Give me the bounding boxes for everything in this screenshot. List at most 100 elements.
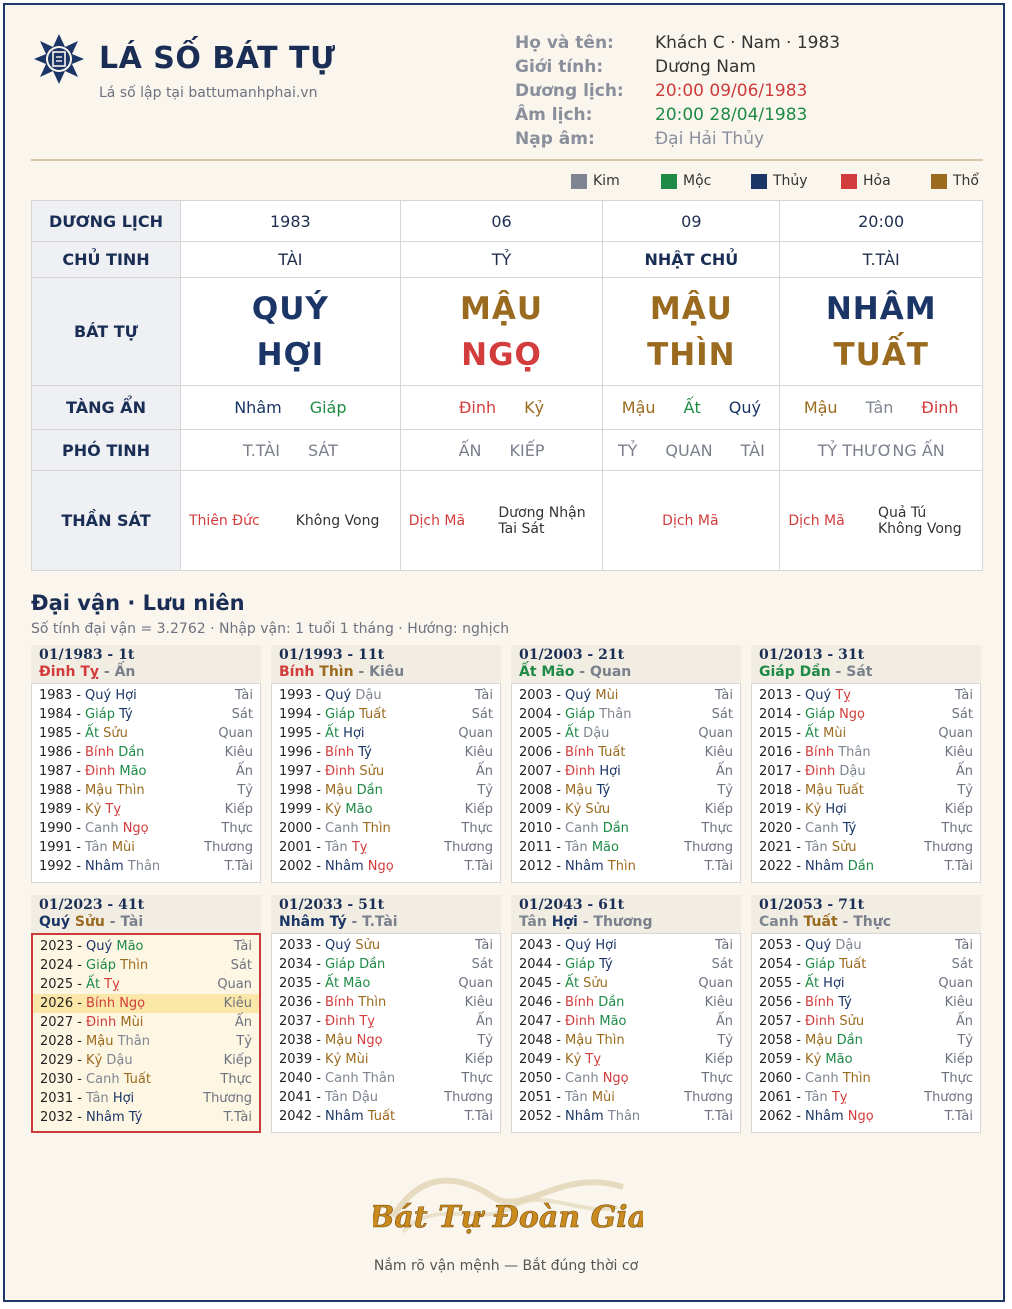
year-row: 1985 - Ất Sửu Quan — [32, 724, 260, 743]
year-stem: Giáp — [565, 707, 595, 722]
year-god: Tài — [954, 938, 973, 953]
label-bat-tu: BÁT TỰ — [31, 277, 181, 386]
year-stem: Canh — [805, 1071, 839, 1086]
pho-tinh-cell: TỶ THƯƠNG ẤN — [779, 429, 983, 471]
dai-van-god: - Tài — [104, 914, 144, 930]
year-stem: Giáp — [85, 707, 115, 722]
year-god: Kiêu — [464, 995, 493, 1010]
legend-swatch — [571, 173, 587, 189]
year-god: Kiêu — [464, 745, 493, 760]
dai-van-card: 01/2013 - 31t Giáp Dần - Sát 2013 - Quý Tỵ… — [751, 645, 981, 885]
year-god: Thương — [444, 1090, 493, 1105]
year-label: 1986 - Bính Dần — [39, 745, 144, 760]
year-stem: Ất — [85, 726, 100, 741]
year-number: 2003 - — [519, 688, 566, 703]
year-branch: Dậu — [102, 1053, 133, 1068]
year-stem: Ất — [565, 976, 580, 991]
year-row: 2007 - Đinh Hợi Ấn — [512, 762, 740, 781]
dai-van-pillar: Bính Thìn - Kiêu — [279, 664, 493, 681]
year-stem: Tân — [565, 1090, 588, 1105]
than-sat-list: Dịch Mã Quả Tú Không Vong — [780, 505, 982, 537]
year-number: 2007 - — [519, 764, 566, 779]
pho-tinh-list: ẤN KIẾP — [401, 441, 603, 460]
year-row: 2046 - Bính Dần Kiêu — [512, 993, 740, 1012]
year-god: Kiếp — [704, 1052, 733, 1067]
year-row: 1998 - Mậu Dần Tỷ — [272, 781, 500, 800]
year-god: Tỷ — [477, 783, 493, 798]
year-stem: Quý — [325, 938, 352, 953]
year-branch: Sửu — [579, 976, 608, 991]
dai-van-period: 01/1993 - 11t — [279, 647, 385, 663]
year-god: Ấn — [715, 1014, 733, 1029]
year-label: 1987 - Đinh Mão — [39, 764, 147, 779]
year-row: 1994 - Giáp Tuất Sát — [272, 705, 500, 724]
row-than-sat: THẦN SÁT Thiên Đức Không Vong Dịch Mã Dương… — [31, 470, 983, 571]
bat-tu-pillar: NHÂM TUẤT — [779, 277, 983, 386]
year-row: 2000 - Canh Thìn Thực — [272, 819, 500, 838]
year-row: 2058 - Mậu Dần Tỷ — [752, 1031, 980, 1050]
year-row: 2033 - Quý Sửu Tài — [272, 936, 500, 955]
year-stem: Mậu — [565, 783, 593, 798]
year-branch: Tuất — [119, 1072, 151, 1087]
year-row: 2035 - Ất Mão Quan — [272, 974, 500, 993]
than-sat-left: Dịch Mã — [408, 512, 466, 529]
info-row: Âm lịch: 20:00 28/04/1983 — [515, 105, 840, 129]
pho-tinh-list: TỶ THƯƠNG ẤN — [780, 441, 982, 460]
year-god: T.Tài — [464, 859, 493, 874]
year-god: T.Tài — [704, 1109, 733, 1124]
dai-van-years: 2053 - Quý Dậu Tài 2054 - Giáp Tuất Sát 2055… — [751, 933, 981, 1133]
year-row: 2012 - Nhâm Thìn T.Tài — [512, 857, 740, 876]
pho-tinh-cell: ẤN KIẾP — [399, 429, 604, 471]
page: LÁ SỐ BÁT TỰ Lá số lập tại battumanhphai… — [3, 3, 1005, 1302]
year-stem: Kỷ — [565, 1052, 582, 1067]
year-stem: Mậu — [805, 1033, 833, 1048]
year-stem: Bính — [805, 995, 835, 1010]
dai-van-period: 01/2013 - 31t — [759, 647, 865, 663]
year-branch: Dần — [843, 859, 874, 874]
year-number: 2062 - — [759, 1109, 806, 1124]
legend-item-hỏa: Hỏa — [841, 173, 891, 189]
year-row: 2011 - Tân Mão Thương — [512, 838, 740, 857]
label-than-sat: THẦN SÁT — [31, 470, 181, 571]
year-stem: Bính — [325, 745, 355, 760]
year-god: Thực — [701, 821, 733, 836]
year-god: Sát — [711, 957, 733, 972]
year-number: 2046 - — [519, 995, 566, 1010]
year-row: 1984 - Giáp Tý Sát — [32, 705, 260, 724]
year-label: 2053 - Quý Dậu — [759, 938, 862, 953]
info-key: Giới tính: — [515, 57, 604, 77]
legend-item-thủy: Thủy — [751, 173, 808, 189]
chu-tinh-hour: T.TÀI — [779, 241, 983, 278]
year-number: 2013 - — [759, 688, 806, 703]
than-sat-cell: Dịch Mã Quả Tú Không Vong — [779, 470, 983, 571]
year-label: 2010 - Canh Dần — [519, 821, 629, 836]
dai-van-card: 01/2033 - 51t Nhâm Tý - T.Tài 2033 - Quý S… — [271, 895, 501, 1135]
year-branch: Mão — [821, 1052, 853, 1067]
dai-van-years: 1983 - Quý Hợi Tài 1984 - Giáp Tý Sát 1985 -… — [31, 683, 261, 883]
legend-label: Hỏa — [863, 173, 891, 189]
year-label: 2009 - Kỷ Sửu — [519, 802, 610, 817]
row-duong-lich: DƯƠNG LỊCH 1983 06 09 20:00 — [31, 200, 983, 242]
year-row: 2019 - Kỷ Hợi Kiếp — [752, 800, 980, 819]
dai-van-period: 01/2023 - 41t — [39, 897, 145, 913]
year-god: Kiêu — [704, 995, 733, 1010]
year-label: 1990 - Canh Ngọ — [39, 821, 149, 836]
year-stem: Tân — [325, 840, 348, 855]
year-label: 2027 - Đinh Mùi — [40, 1015, 143, 1030]
year-number: 2022 - — [759, 859, 806, 874]
year-god: Ấn — [955, 764, 973, 779]
year-number: 2048 - — [519, 1033, 566, 1048]
year-branch: Mùi — [341, 1052, 369, 1067]
pillar-chi: HỢI — [256, 336, 325, 373]
info-key: Âm lịch: — [515, 105, 593, 125]
info-value: Khách C · Nam · 1983 — [655, 33, 841, 53]
year-number: 2037 - — [279, 1014, 326, 1029]
year-number: 1983 - — [39, 688, 86, 703]
year-label: 1991 - Tân Mùi — [39, 840, 135, 855]
year-branch: Hợi — [339, 726, 365, 741]
than-sat-right: Không Vong — [295, 512, 380, 529]
year-number: 2016 - — [759, 745, 806, 760]
year-stem: Quý — [325, 688, 352, 703]
year-branch: Tỵ — [100, 977, 120, 992]
dai-van-pillar: Ất Mão - Quan — [519, 664, 733, 681]
